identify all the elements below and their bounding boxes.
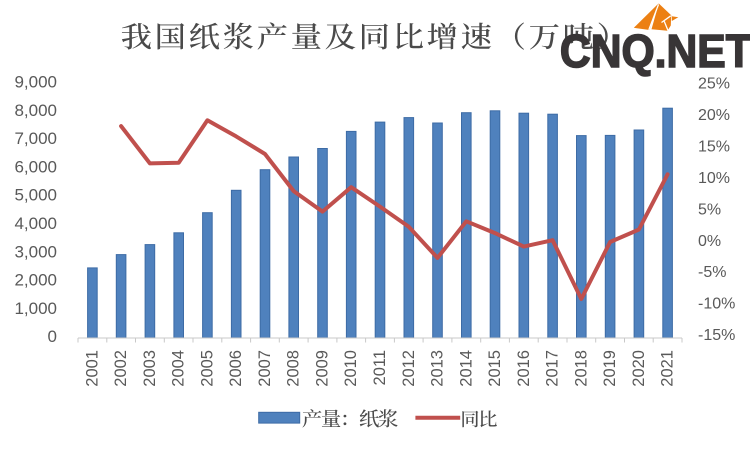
svg-text:2002: 2002 [112,350,130,387]
svg-text:0: 0 [48,327,57,346]
svg-text:6,000: 6,000 [14,158,57,177]
svg-text:8,000: 8,000 [14,101,57,120]
svg-text:2013: 2013 [429,350,447,387]
svg-text:15%: 15% [698,139,730,156]
svg-text:25%: 25% [698,76,730,93]
svg-text:2001: 2001 [83,350,101,387]
svg-text:2019: 2019 [601,350,619,387]
svg-text:2,000: 2,000 [14,271,57,290]
svg-text:-15%: -15% [698,327,735,344]
svg-text:9,000: 9,000 [14,73,57,92]
svg-text:2004: 2004 [170,350,188,387]
svg-text:2011: 2011 [371,350,389,385]
svg-text:CNQ.NET: CNQ.NET [560,26,750,77]
svg-text:2007: 2007 [256,350,274,387]
svg-text:5%: 5% [698,201,721,218]
svg-text:1,000: 1,000 [14,299,57,318]
svg-text:2005: 2005 [198,350,216,387]
svg-text:2008: 2008 [285,350,303,387]
svg-text:10%: 10% [698,170,730,187]
svg-text:20%: 20% [698,107,730,124]
svg-text:2021: 2021 [659,350,677,387]
svg-text:4,000: 4,000 [14,214,57,233]
svg-text:5,000: 5,000 [14,186,57,205]
svg-text:-10%: -10% [698,296,735,313]
svg-text:2012: 2012 [400,350,418,387]
svg-text:2016: 2016 [515,350,533,387]
svg-text:2015: 2015 [486,350,504,387]
svg-text:2006: 2006 [227,350,245,387]
svg-text:2018: 2018 [572,350,590,387]
svg-text:-5%: -5% [698,264,726,281]
svg-text:2014: 2014 [457,350,475,387]
svg-text:0%: 0% [698,233,721,250]
svg-text:7,000: 7,000 [14,129,57,148]
svg-text:2003: 2003 [141,350,159,387]
svg-text:2020: 2020 [630,350,648,387]
svg-text:2017: 2017 [544,350,562,387]
svg-text:3,000: 3,000 [14,242,57,261]
svg-text:2010: 2010 [342,350,360,387]
svg-text:2009: 2009 [314,350,332,387]
